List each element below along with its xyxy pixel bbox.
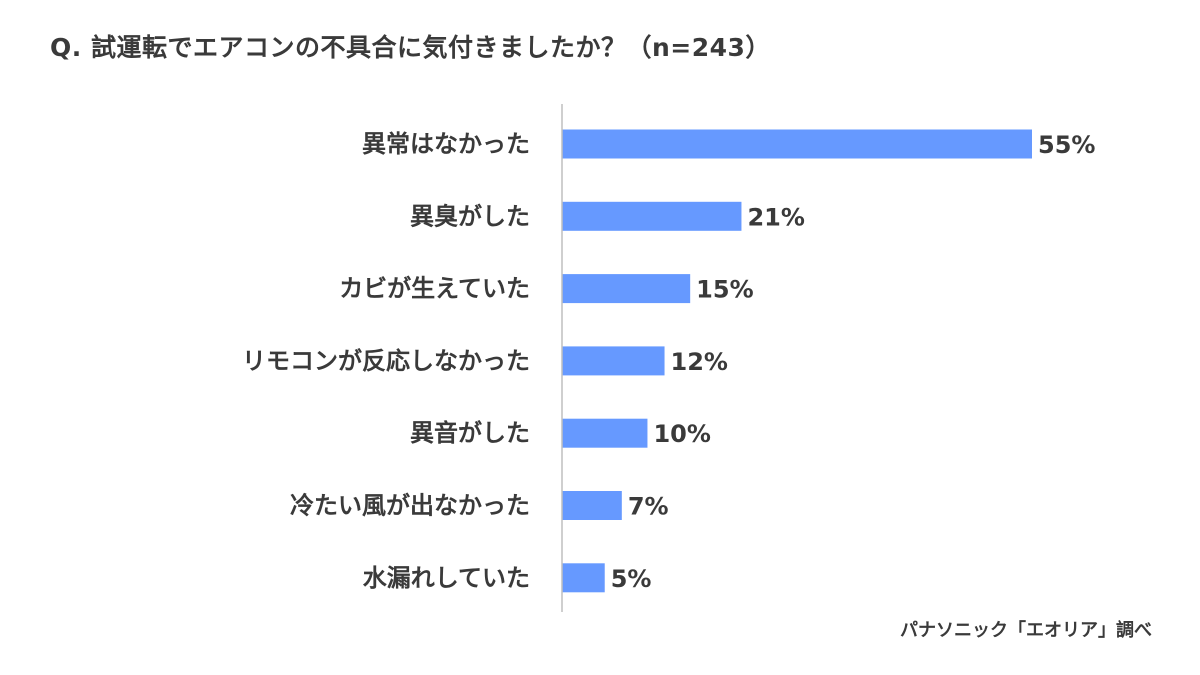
bar-5 (562, 491, 622, 520)
category-label-5: 冷たい風が出なかった (290, 492, 530, 520)
category-label-3: リモコンが反応しなかった (242, 347, 530, 375)
value-label-3: 12% (671, 348, 728, 376)
bar-1 (562, 201, 742, 231)
category-label-6: 水漏れしていた (363, 564, 530, 592)
category-label-2: カビが生えていた (339, 275, 530, 303)
chart-title: Q. 試運転でエアコンの不具合に気付きましたか？（n=243） (50, 33, 771, 62)
value-labels-group: 55% 21% 15% 12% 10% 7% 5% (611, 131, 1096, 593)
bar-2 (562, 274, 691, 304)
value-label-5: 7% (628, 493, 669, 521)
bar-3 (562, 346, 665, 376)
bar-0 (562, 129, 1032, 159)
value-label-0: 55% (1038, 131, 1095, 159)
category-label-1: 異臭がした (410, 202, 530, 230)
value-label-2: 15% (696, 276, 753, 304)
bars-group (562, 129, 1032, 593)
category-labels-group: 異常はなかった異臭がしたカビが生えていたリモコンが反応しなかった異音がした冷たい… (242, 130, 530, 592)
source-note: パナソニック「エオリア」調べ (900, 620, 1152, 641)
category-label-0: 異常はなかった (362, 130, 530, 158)
bar-6 (562, 563, 605, 593)
value-label-1: 21% (747, 203, 804, 231)
value-label-6: 5% (611, 565, 652, 593)
bar-4 (562, 418, 648, 448)
category-label-4: 異音がした (410, 419, 530, 447)
value-label-4: 10% (653, 420, 710, 448)
